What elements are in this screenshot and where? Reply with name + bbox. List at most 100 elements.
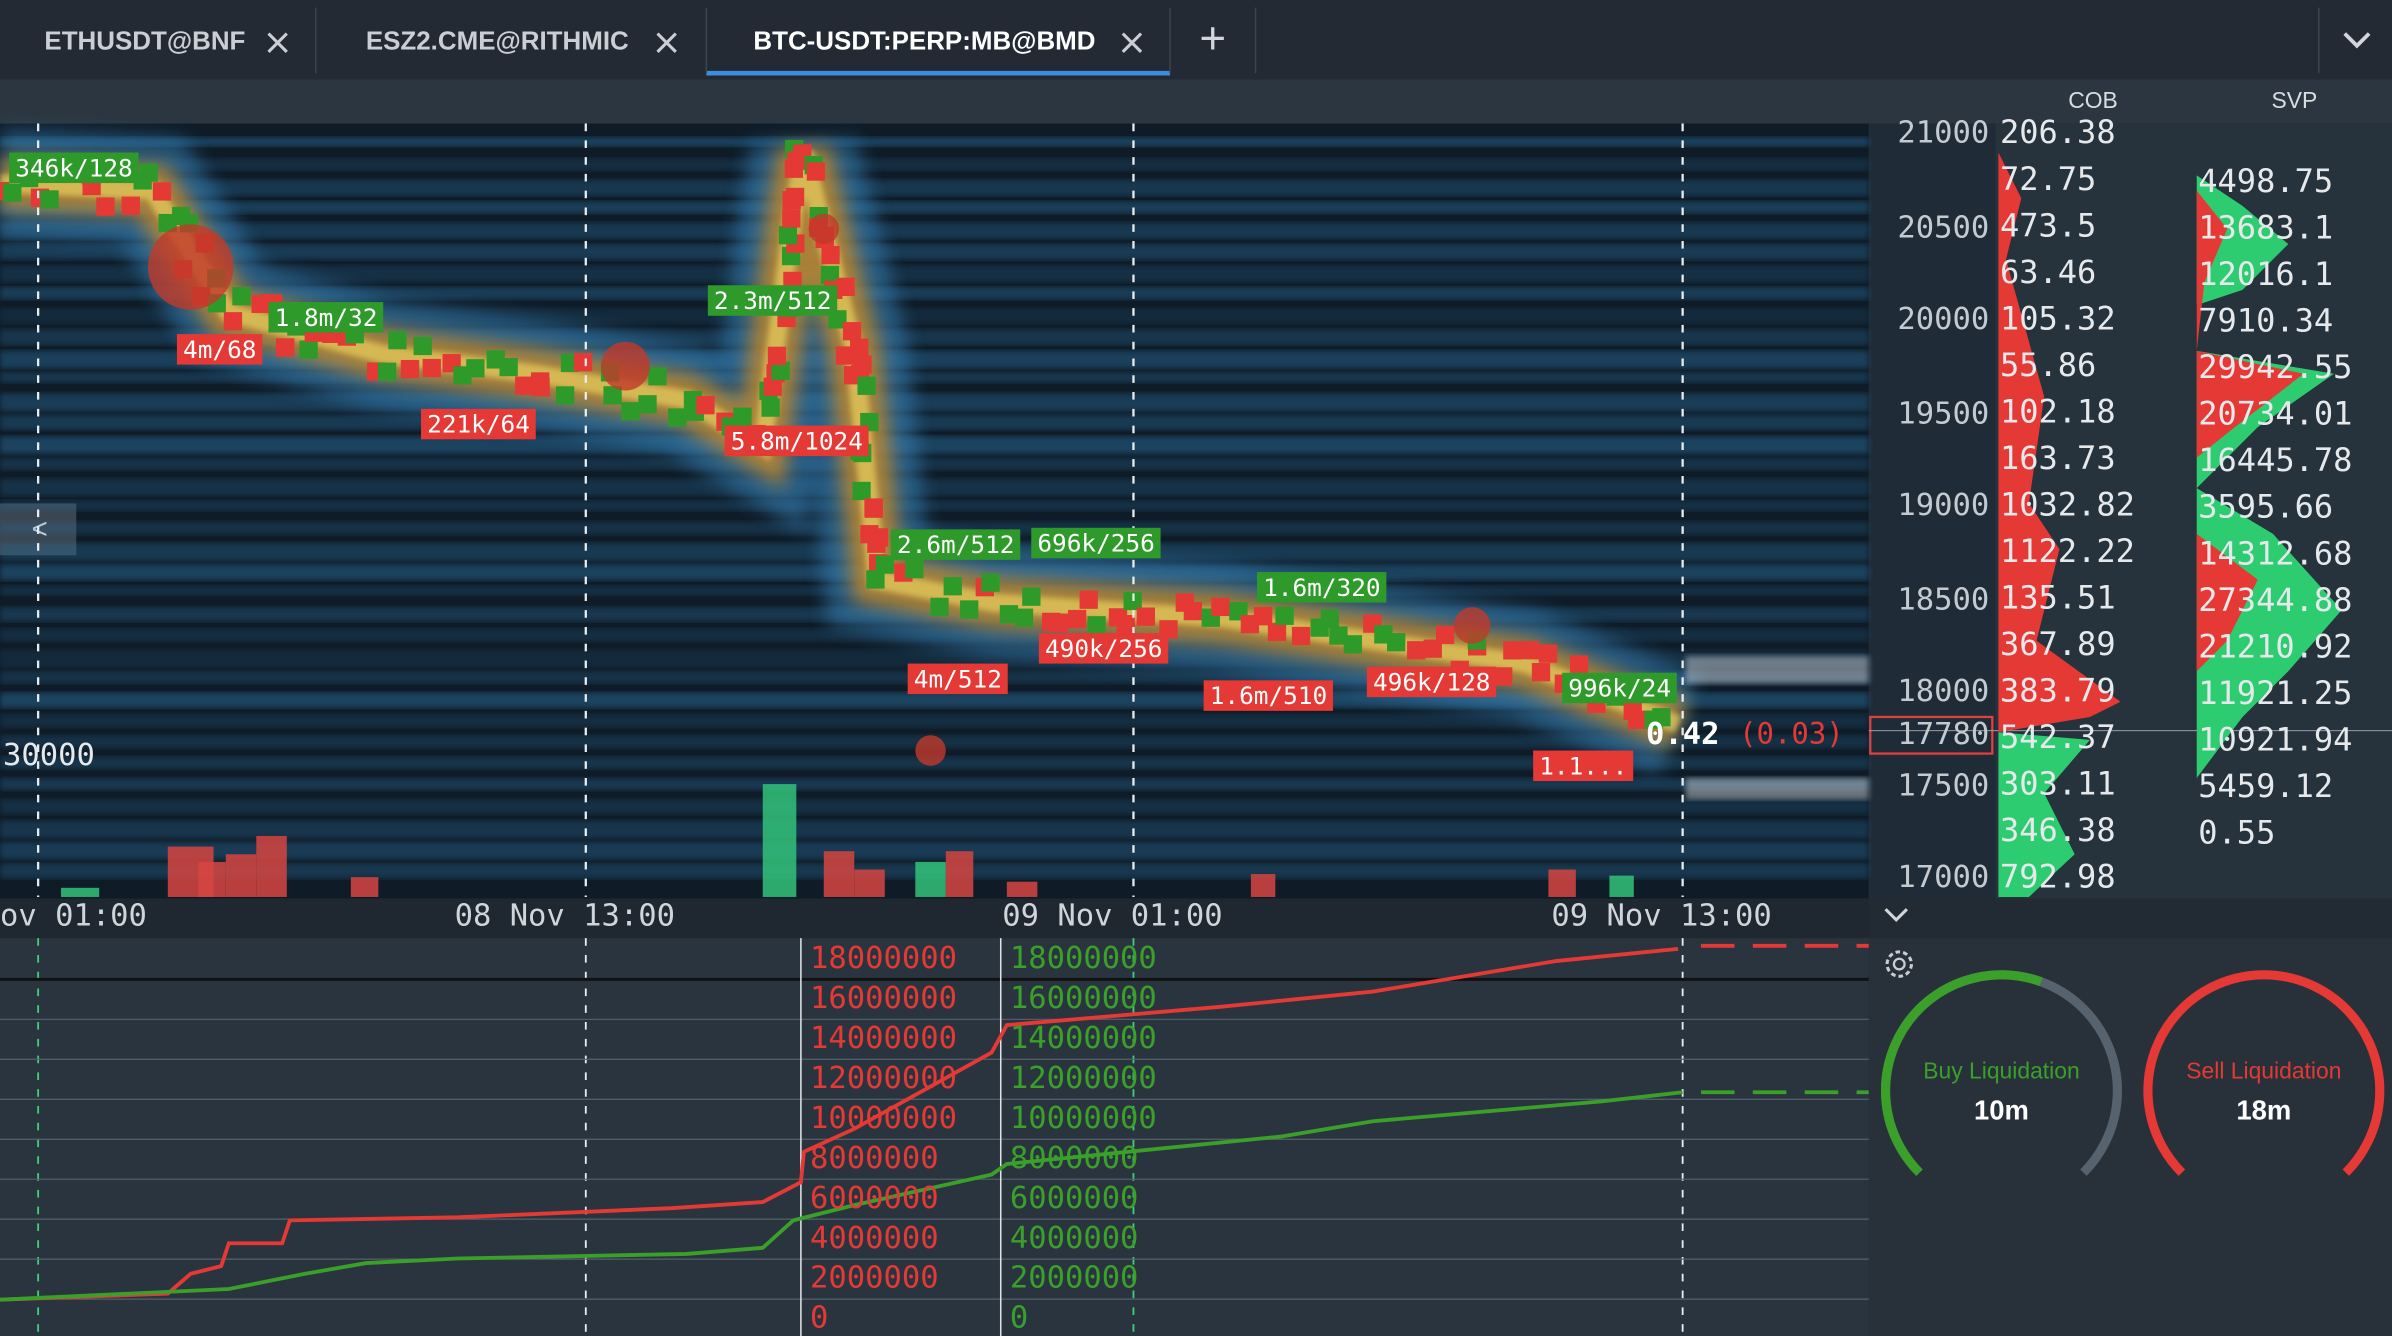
price-axis-label: 17000	[1897, 860, 1989, 895]
svp-value: 7910.34	[2198, 302, 2333, 340]
current-price: 0.42	[1646, 717, 1719, 752]
volume-bar	[1250, 874, 1276, 897]
cob-value: 367.89	[2000, 625, 2116, 663]
trade-label-bg	[9, 152, 139, 184]
tab-close[interactable]	[267, 32, 288, 53]
add-tab-button[interactable]: +	[1199, 12, 1226, 63]
trade-square	[573, 353, 593, 372]
trade-square	[1087, 616, 1106, 635]
trade-square	[850, 338, 869, 357]
trade-square	[139, 163, 158, 182]
tab-close[interactable]	[656, 32, 677, 53]
gauge-value: 18m	[2236, 1094, 2291, 1125]
heat-band	[0, 713, 1869, 728]
trade-square	[422, 358, 441, 378]
cob-value: 63.46	[2000, 253, 2096, 291]
trade-square	[1329, 626, 1348, 645]
trade-square	[96, 197, 115, 216]
gauge-title: Sell Liquidation	[2186, 1057, 2341, 1083]
svp-profile-sell	[2196, 190, 2304, 672]
trade-label-bg	[176, 334, 263, 365]
collapse-chevron[interactable]	[1884, 908, 1908, 923]
trade-label: 346k/128	[15, 153, 132, 182]
trade-label-bg	[890, 529, 1021, 560]
gauge-fill-buy	[1880, 970, 2043, 1176]
svp-value: 29942.55	[2198, 348, 2352, 386]
heat-band	[0, 414, 1869, 430]
cob-value: 1032.82	[2000, 485, 2135, 523]
cumulative-buy	[0, 1090, 1683, 1302]
cumulative-sell	[0, 946, 1679, 1302]
trade-label-bg	[724, 425, 869, 457]
tabs-dropdown[interactable]	[2343, 32, 2371, 49]
heat-band	[0, 820, 1869, 839]
settings-gear[interactable]	[1885, 950, 1913, 978]
trade-square	[943, 577, 962, 596]
trade-square	[852, 481, 871, 501]
trade-label: 696k/256	[1037, 529, 1154, 558]
heat-band	[0, 521, 1869, 535]
trade-square	[223, 312, 243, 331]
time-axis-label: 09 Nov 01:00	[1002, 898, 1222, 933]
cob-value: 383.79	[2000, 672, 2116, 710]
trade-square	[806, 162, 826, 181]
cumulative-axis-label: 8000000	[1010, 1141, 1139, 1176]
trade-square	[1387, 633, 1406, 652]
cob-value: 102.18	[2000, 392, 2116, 430]
price-axis-label: 19500	[1897, 396, 1989, 431]
cumulative-axis-label: 10000000	[1010, 1101, 1157, 1136]
cumulative-axis-label: 8000000	[810, 1141, 939, 1176]
trade-square	[866, 570, 885, 589]
trade-square	[1211, 597, 1230, 617]
trade-square	[733, 407, 752, 426]
tab-bar	[0, 0, 2392, 80]
heat-band	[0, 500, 1869, 511]
tab-label[interactable]: BTC-USDT:PERP:MB@BMD	[753, 28, 1095, 56]
svp-value: 14312.68	[2198, 534, 2352, 572]
volume-bar	[823, 851, 855, 897]
heat-band	[0, 222, 1869, 239]
trade-label: 221k/64	[427, 410, 530, 439]
volume-bar	[198, 861, 226, 897]
trade-square	[1494, 667, 1513, 686]
tab-label[interactable]: ESZ2.CME@RITHMIC	[366, 28, 629, 56]
price-axis-label: 18500	[1897, 583, 1989, 618]
trade-label-bg	[907, 663, 1008, 695]
panel-bar	[1868, 898, 2392, 939]
svp-value: 27344.88	[2198, 581, 2352, 619]
svp-value: 4498.75	[2198, 162, 2333, 200]
tab-label[interactable]: ETHUSDT@BNF	[44, 28, 245, 56]
cumulative-axis-label: 16000000	[810, 981, 957, 1016]
cumulative-axis-label: 12000000	[810, 1061, 957, 1096]
svp-value: 10921.94	[2198, 720, 2352, 758]
price-axis-label: 21000	[1897, 116, 1989, 151]
trade-label-bg	[268, 302, 384, 333]
trade-label-bg	[1562, 672, 1677, 704]
cumulative-axis-label: 6000000	[810, 1181, 939, 1216]
trade-square	[930, 597, 949, 617]
heat-band	[0, 286, 1869, 300]
trade-square	[1183, 601, 1203, 621]
trade-square	[1275, 606, 1294, 625]
trade-square	[232, 287, 251, 306]
cumulative-axis-label: 0	[1010, 1301, 1028, 1336]
trade-bubble	[808, 213, 840, 245]
cob-value: 346.38	[2000, 811, 2116, 849]
trade-square	[1291, 626, 1311, 646]
svp-value: 5459.12	[2198, 767, 2333, 805]
trade-label-bg	[1366, 666, 1497, 698]
trade-square	[761, 398, 780, 417]
trade-square	[860, 525, 879, 544]
trade-label-bg	[1533, 750, 1634, 782]
trade-square	[413, 336, 432, 356]
trade-label-bg	[1257, 572, 1387, 603]
cumulative-axis-label: 14000000	[1010, 1021, 1157, 1056]
trade-square	[648, 367, 667, 386]
time-axis-label: 08 Nov 13:00	[455, 898, 675, 933]
trade-square	[1014, 608, 1034, 627]
heat-band	[0, 393, 1869, 412]
volume-bar	[1006, 881, 1038, 897]
tab-close[interactable]	[1121, 32, 1143, 53]
trade-label: 2.3m/512	[714, 286, 831, 315]
trade-square	[820, 265, 840, 285]
